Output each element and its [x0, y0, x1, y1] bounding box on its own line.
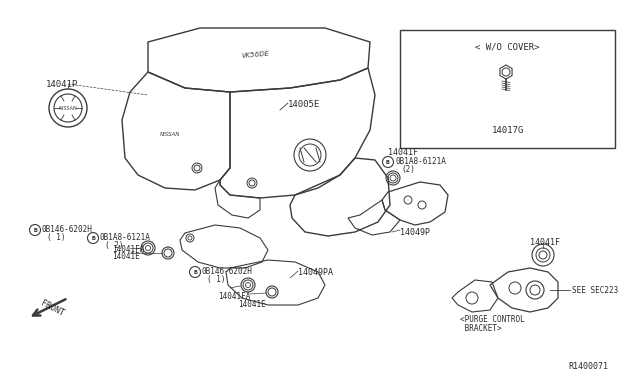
Text: SEE SEC223: SEE SEC223 — [572, 286, 618, 295]
Text: ( 1): ( 1) — [207, 275, 225, 284]
Text: B: B — [193, 269, 197, 275]
Text: <PURGE CONTROL: <PURGE CONTROL — [460, 315, 525, 324]
Text: 14041F: 14041F — [530, 238, 560, 247]
Text: < W/O COVER>: < W/O COVER> — [476, 42, 540, 51]
Text: 14041FA: 14041FA — [112, 245, 145, 254]
Text: B: B — [386, 160, 390, 164]
Text: 14017G: 14017G — [492, 126, 524, 135]
Text: R1400071: R1400071 — [568, 362, 608, 371]
Text: 0B1A8-6121A: 0B1A8-6121A — [395, 157, 446, 166]
Text: 0B1A8-6121A: 0B1A8-6121A — [100, 233, 151, 242]
Text: 0B146-6202H: 0B146-6202H — [202, 267, 253, 276]
Text: 0B146-6202H: 0B146-6202H — [42, 225, 93, 234]
Text: NISSAN: NISSAN — [59, 106, 77, 110]
Text: ( 2): ( 2) — [105, 241, 124, 250]
Text: 14005E: 14005E — [288, 100, 320, 109]
Text: FRONT: FRONT — [39, 298, 65, 318]
Bar — [400, 30, 615, 148]
Text: (2): (2) — [401, 165, 415, 174]
Text: 14041FA: 14041FA — [218, 292, 250, 301]
Text: BRACKET>: BRACKET> — [460, 324, 502, 333]
Text: 14041E: 14041E — [112, 252, 140, 261]
Text: ( 1): ( 1) — [47, 233, 65, 242]
Text: NISSAN: NISSAN — [160, 132, 180, 138]
Text: 14041P: 14041P — [46, 80, 78, 89]
Text: 14049PA: 14049PA — [298, 268, 333, 277]
Text: B: B — [91, 235, 95, 241]
Text: 14041E: 14041E — [238, 300, 266, 309]
Text: 14049P: 14049P — [400, 228, 430, 237]
Text: VK56DE: VK56DE — [241, 51, 269, 59]
Text: 14041F: 14041F — [388, 148, 418, 157]
Text: B: B — [33, 228, 37, 232]
